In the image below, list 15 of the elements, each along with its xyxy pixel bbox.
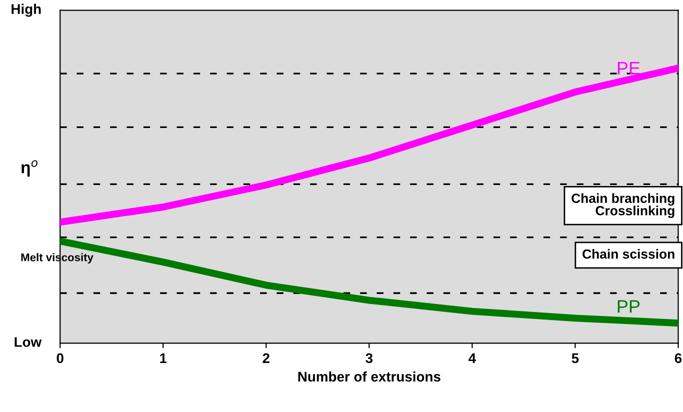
x-tick-label: 4	[468, 353, 476, 363]
x-tick-label: 5	[572, 353, 579, 364]
annotation: Chain scission	[582, 249, 674, 259]
series-label: PP	[618, 300, 640, 313]
x-tick-label: 0	[56, 353, 64, 364]
series-label: PE	[618, 62, 640, 74]
text: High	[12, 4, 41, 17]
x-tick-label: 2	[262, 353, 270, 363]
x-tick-label: 3	[366, 353, 373, 364]
annotation: Chain branching Crosslinking	[572, 193, 674, 218]
x-tick-label: 6	[674, 353, 682, 364]
text: Low	[14, 337, 42, 347]
y-axis-title: η$^{o}$	[21, 160, 38, 177]
x-tick-label: 1	[160, 353, 167, 363]
x-axis-title: Number of extrusions	[298, 371, 440, 382]
